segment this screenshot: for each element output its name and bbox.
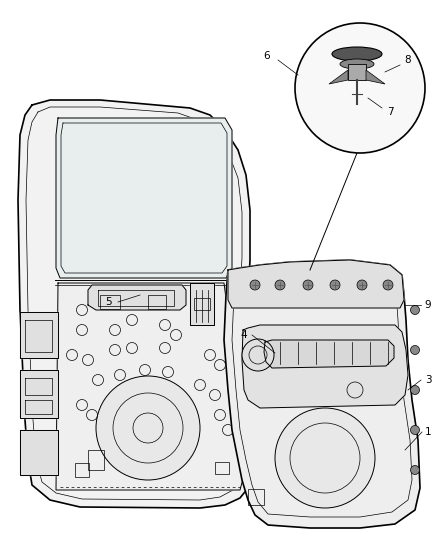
Bar <box>248 489 264 505</box>
Circle shape <box>410 305 420 314</box>
Circle shape <box>383 280 393 290</box>
Bar <box>194 298 210 310</box>
Text: 3: 3 <box>425 375 431 385</box>
Circle shape <box>295 23 425 153</box>
Circle shape <box>410 345 420 354</box>
Bar <box>75 463 89 477</box>
Bar <box>100 295 120 309</box>
Polygon shape <box>228 260 404 308</box>
Circle shape <box>275 408 375 508</box>
Polygon shape <box>20 430 58 475</box>
Text: 5: 5 <box>105 297 111 307</box>
Polygon shape <box>56 118 232 278</box>
Circle shape <box>410 385 420 394</box>
Text: 4: 4 <box>241 330 247 340</box>
Text: 9: 9 <box>425 300 431 310</box>
Text: 8: 8 <box>405 55 411 65</box>
Bar <box>148 295 166 309</box>
Ellipse shape <box>340 59 374 69</box>
Ellipse shape <box>332 47 382 61</box>
Polygon shape <box>329 70 348 84</box>
Text: 7: 7 <box>387 107 393 117</box>
Polygon shape <box>264 340 394 368</box>
Circle shape <box>410 465 420 474</box>
Polygon shape <box>348 64 366 80</box>
Polygon shape <box>20 312 58 358</box>
Circle shape <box>250 280 260 290</box>
Circle shape <box>96 376 200 480</box>
Polygon shape <box>242 325 408 408</box>
Polygon shape <box>18 100 252 508</box>
Polygon shape <box>56 283 244 490</box>
Polygon shape <box>20 370 58 418</box>
Circle shape <box>242 339 274 371</box>
Bar <box>215 462 229 474</box>
Polygon shape <box>88 285 186 310</box>
Circle shape <box>275 280 285 290</box>
Circle shape <box>330 280 340 290</box>
Circle shape <box>357 280 367 290</box>
Circle shape <box>410 425 420 434</box>
Bar <box>88 450 104 470</box>
Polygon shape <box>366 70 385 84</box>
Polygon shape <box>224 260 420 528</box>
Circle shape <box>303 280 313 290</box>
Polygon shape <box>190 283 214 325</box>
Text: 6: 6 <box>264 51 270 61</box>
Text: 1: 1 <box>425 427 431 437</box>
